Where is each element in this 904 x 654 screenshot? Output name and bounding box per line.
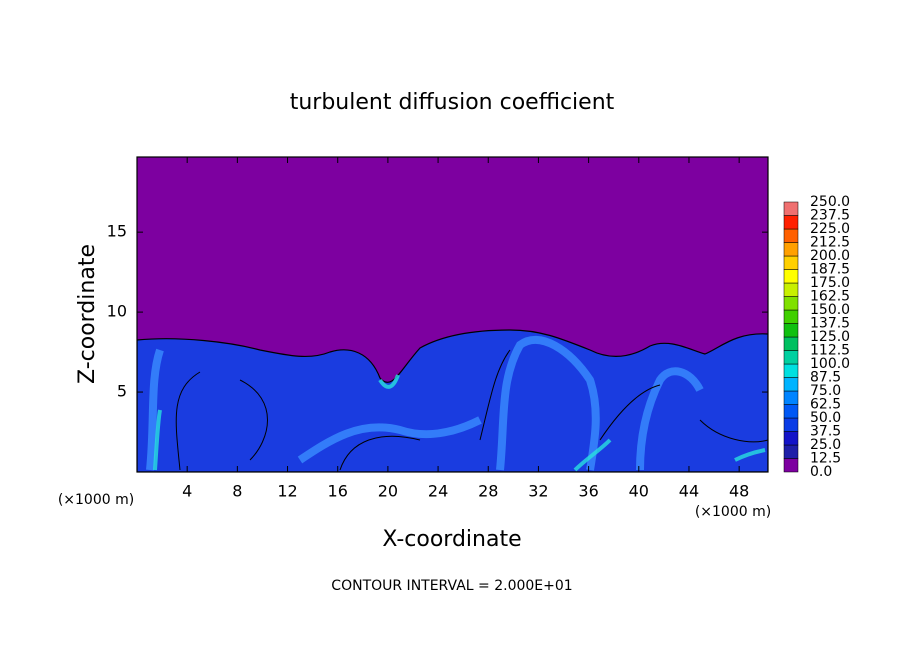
y-tick-label: 10 (107, 302, 127, 321)
colorbar-band (783, 417, 799, 432)
colorbar-label: 50.0 (810, 410, 841, 426)
x-tick-label: 32 (528, 482, 548, 501)
colorbar-band (783, 336, 799, 351)
x-unit-label: (×1000 m) (695, 504, 771, 520)
colorbar-label: 62.5 (810, 397, 841, 413)
colorbar-band (783, 431, 799, 446)
colorbar-label: 100.0 (810, 356, 850, 372)
contour-interval-note: CONTOUR INTERVAL = 2.000E+01 (331, 578, 572, 594)
colorbar-band (783, 296, 799, 311)
y-axis-label: Z-coordinate (75, 244, 100, 384)
x-tick-label: 20 (378, 482, 398, 501)
x-tick-label: 40 (629, 482, 649, 501)
colorbar-label: 150.0 (810, 302, 850, 318)
field-region (137, 329, 768, 472)
colorbar-label: 250.0 (810, 194, 850, 210)
x-tick-label: 24 (428, 482, 448, 501)
colorbar-band (783, 350, 799, 365)
colorbar-band (783, 228, 799, 243)
y-tick-label: 15 (107, 222, 127, 241)
colorbar-band (783, 323, 799, 338)
colorbar-label: 175.0 (810, 275, 850, 291)
x-tick-label: 44 (679, 482, 699, 501)
colorbar-band (783, 309, 799, 324)
colorbar-label: 25.0 (810, 437, 841, 453)
colorbar-band (783, 390, 799, 405)
colorbar-label: 0.0 (810, 464, 832, 480)
plot-frame (136, 156, 769, 473)
colorbar-label: 87.5 (810, 370, 841, 386)
chart-title: turbulent diffusion coefficient (290, 90, 615, 115)
colorbar-label: 75.0 (810, 383, 841, 399)
colorbar-label: 125.0 (810, 329, 850, 345)
colorbar-band (783, 215, 799, 230)
colorbar-band (783, 444, 799, 459)
colorbar-label: 225.0 (810, 221, 850, 237)
x-tick-label: 48 (729, 482, 749, 501)
x-tick-label: 28 (478, 482, 498, 501)
colorbar-label: 200.0 (810, 248, 850, 264)
colorbar-label: 12.5 (810, 451, 841, 467)
colorbar-label: 237.5 (810, 208, 850, 224)
colorbar-band (783, 363, 799, 378)
field-contour (175, 349, 768, 471)
x-tick-label: 36 (578, 482, 598, 501)
colorbar-band (783, 404, 799, 419)
colorbar-label: 37.5 (810, 424, 841, 440)
x-tick-label: 16 (328, 482, 348, 501)
x-axis-label: X-coordinate (382, 527, 521, 552)
colorbar-band (783, 282, 799, 297)
colorbar-band (783, 242, 799, 257)
colorbar-label: 162.5 (810, 289, 850, 305)
colorbar-band (783, 201, 799, 216)
colorbar: 0.012.525.037.550.062.575.087.5100.0112.… (783, 194, 850, 480)
y-tick-label: 5 (117, 382, 127, 401)
colorbar-label: 187.5 (810, 262, 850, 278)
colorbar-label: 212.5 (810, 235, 850, 251)
x-tick-label: 8 (232, 482, 242, 501)
x-tick-label: 4 (182, 482, 192, 501)
x-unit-label: (×1000 m) (58, 492, 134, 508)
colorbar-band (783, 458, 799, 473)
colorbar-band (783, 269, 799, 284)
colorbar-band (783, 377, 799, 392)
colorbar-label: 112.5 (810, 343, 850, 359)
colorbar-label: 137.5 (810, 316, 850, 332)
field (137, 329, 768, 472)
colorbar-band (783, 255, 799, 270)
x-tick-label: 12 (277, 482, 297, 501)
field-streak (153, 374, 766, 472)
field-streak (146, 336, 704, 471)
